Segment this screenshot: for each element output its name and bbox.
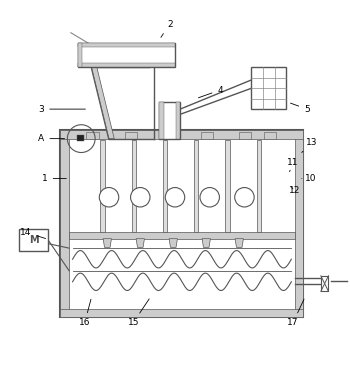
Bar	[321, 276, 328, 291]
Text: 15: 15	[128, 299, 149, 327]
Bar	[257, 140, 261, 233]
Bar	[159, 102, 180, 139]
Polygon shape	[103, 239, 111, 247]
Text: 3: 3	[38, 105, 85, 114]
Bar	[61, 130, 303, 318]
Text: 16: 16	[79, 299, 91, 327]
Bar	[78, 43, 175, 47]
Bar	[78, 63, 175, 68]
Text: A: A	[38, 134, 65, 143]
Bar	[159, 102, 163, 139]
Bar	[264, 132, 276, 139]
Bar	[125, 132, 137, 139]
Bar	[61, 130, 69, 318]
Bar	[194, 140, 198, 233]
Text: 4: 4	[198, 85, 223, 98]
Text: 1: 1	[42, 174, 66, 183]
Text: M: M	[29, 235, 38, 245]
Bar	[86, 132, 99, 139]
Bar	[239, 132, 251, 139]
Text: 13: 13	[302, 138, 318, 152]
Circle shape	[165, 187, 185, 207]
Bar	[225, 140, 230, 233]
Circle shape	[200, 187, 219, 207]
Bar	[100, 140, 105, 233]
Text: 10: 10	[302, 174, 316, 183]
Polygon shape	[202, 239, 210, 247]
Text: 17: 17	[287, 299, 304, 327]
Text: 5: 5	[290, 103, 310, 114]
Polygon shape	[235, 239, 243, 247]
Polygon shape	[92, 68, 114, 139]
Bar	[61, 130, 303, 139]
Text: 12: 12	[289, 186, 301, 195]
Circle shape	[131, 187, 150, 207]
Bar	[61, 309, 303, 318]
Text: 14: 14	[20, 228, 46, 239]
Bar	[77, 135, 84, 141]
Polygon shape	[169, 239, 177, 247]
Bar	[295, 130, 303, 318]
Circle shape	[99, 187, 119, 207]
Circle shape	[235, 187, 254, 207]
Bar	[69, 233, 295, 239]
Bar	[163, 132, 175, 139]
Bar	[201, 132, 213, 139]
Bar	[132, 140, 136, 233]
Bar	[176, 102, 180, 139]
Text: 2: 2	[161, 20, 173, 37]
Bar	[251, 68, 286, 109]
Bar	[78, 43, 175, 68]
Polygon shape	[136, 239, 145, 247]
Text: 11: 11	[287, 158, 299, 172]
Bar	[163, 140, 167, 233]
Bar	[78, 43, 82, 68]
Bar	[19, 229, 48, 252]
